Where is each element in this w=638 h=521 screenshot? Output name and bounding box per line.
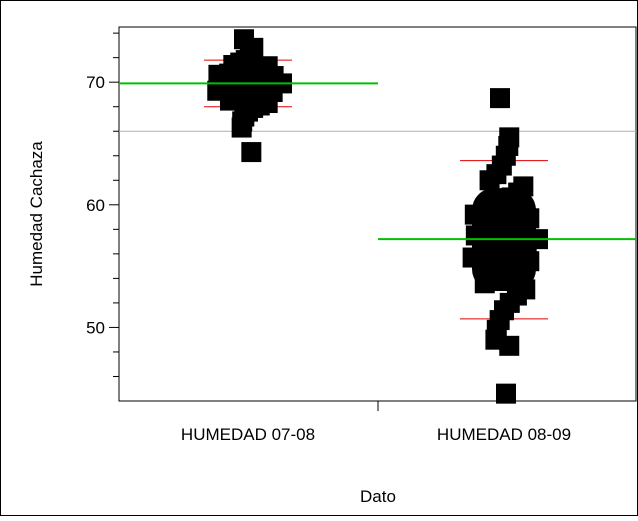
data-point	[241, 142, 262, 163]
data-point	[490, 88, 510, 109]
x-tick-label: HUMEDAD 07-08	[181, 425, 315, 444]
data-point	[499, 335, 520, 356]
y-axis-label: Humedad Cachaza	[27, 141, 46, 287]
data-point	[496, 383, 516, 404]
y-tick-label: 60	[86, 196, 105, 215]
x-tick-label: HUMEDAD 08-09	[437, 425, 571, 444]
data-point	[231, 117, 252, 138]
y-tick-label: 70	[86, 73, 105, 92]
axis-layer: 50 60 70 HUMEDAD 07-08 HUMEDAD 08-09	[86, 32, 571, 444]
data-point	[479, 170, 500, 191]
plot-frame	[118, 26, 637, 402]
y-tick-label: 50	[86, 318, 105, 337]
x-axis-label: Dato	[360, 487, 396, 506]
plot-layer	[119, 29, 636, 404]
